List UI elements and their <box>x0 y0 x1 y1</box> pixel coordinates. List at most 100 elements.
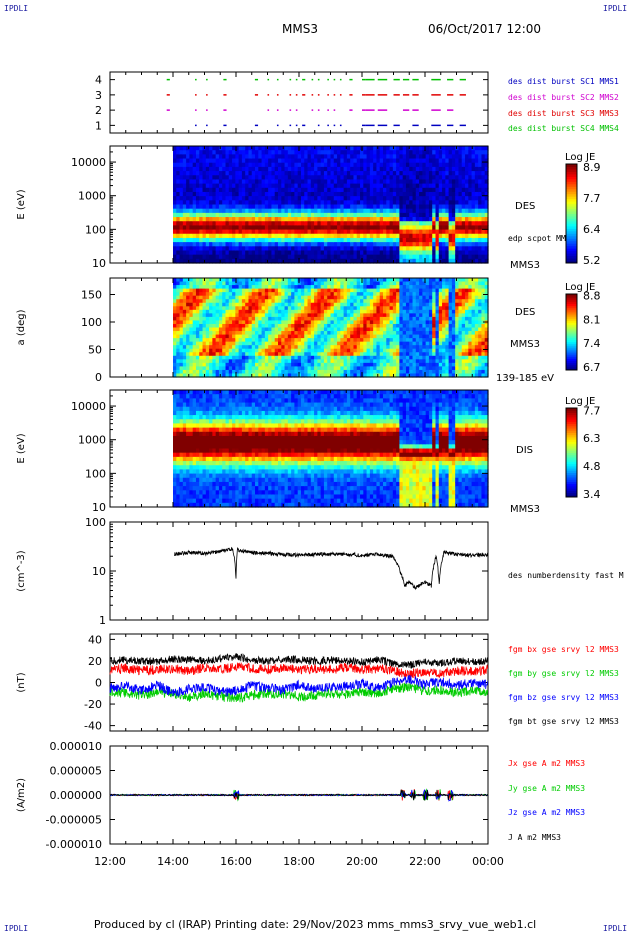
spectrogram-cell <box>294 183 299 189</box>
spectrogram-cell <box>346 221 351 226</box>
spectrogram-cell <box>186 369 191 375</box>
spectrogram-cell <box>248 166 253 172</box>
spectrogram-cell <box>264 196 269 201</box>
des-energy-tick-label: 10 <box>92 257 106 270</box>
spectrogram-cell <box>192 327 197 332</box>
spectrogram-cell <box>422 200 427 206</box>
spectrogram-cell <box>248 258 253 264</box>
spectrogram-cell <box>468 179 473 185</box>
spectrogram-cell <box>228 225 233 231</box>
spectrogram-cell <box>176 323 181 329</box>
spectrogram-cell <box>205 150 210 155</box>
spectrogram-cell <box>356 254 361 260</box>
spectrogram-cell <box>389 225 394 231</box>
spectrogram-cell <box>409 171 414 176</box>
spectrogram-cell <box>320 254 325 260</box>
des-energy-colorbar-tick-label: 5.2 <box>583 254 601 267</box>
spectrogram-cell <box>176 288 181 293</box>
spectrogram-cell <box>261 162 266 168</box>
spectrogram-cell <box>307 246 312 252</box>
spectrogram-cell <box>225 158 230 164</box>
spectrogram-cell <box>428 166 433 172</box>
spectrogram-cell <box>373 187 378 193</box>
spectrogram-cell <box>474 246 479 252</box>
spectrogram-cell <box>425 196 430 201</box>
spectrogram-cell <box>195 221 200 226</box>
spectrogram-cell <box>330 166 335 172</box>
spectrogram-cell <box>209 179 213 185</box>
spectrogram-cell <box>186 158 191 164</box>
spectrogram-cell <box>212 162 217 168</box>
spectrogram-cell <box>369 204 374 210</box>
spectrogram-cell <box>320 175 325 181</box>
spectrogram-cell <box>238 246 243 252</box>
spectrogram-cell <box>248 229 253 235</box>
spectrogram-cell <box>297 175 302 181</box>
spectrogram-cell <box>412 179 417 185</box>
spectrogram-cell <box>304 200 309 206</box>
spectrogram-cell <box>284 233 289 239</box>
spectrogram-cell <box>474 212 479 218</box>
spectrogram-cell <box>376 204 381 210</box>
spectrogram-cell <box>428 212 433 218</box>
spectrogram-cell <box>484 154 489 160</box>
spectrogram-cell <box>425 250 430 256</box>
spectrogram-cell <box>186 299 191 304</box>
spectrogram-cell <box>192 158 197 164</box>
spectrogram-cell <box>307 200 312 206</box>
spectrogram-cell <box>314 162 318 168</box>
spectrogram-cell <box>379 221 384 226</box>
spectrogram-cell <box>209 246 213 252</box>
des-energy-colorbar-segment <box>566 218 577 222</box>
spectrogram-cell <box>337 183 341 189</box>
spectrogram-cell <box>241 242 246 247</box>
spectrogram-cell <box>323 229 328 235</box>
spectrogram-cell <box>179 299 184 304</box>
spectrogram-cell <box>350 225 355 231</box>
spectrogram-cell <box>376 183 381 189</box>
spectrogram-cell <box>399 233 404 239</box>
des-energy-colorbar-segment <box>566 168 577 172</box>
spectrogram-cell <box>199 221 204 226</box>
spectrogram-cell <box>248 171 253 176</box>
spectrogram-cell <box>376 162 381 168</box>
spectrogram-cell <box>314 171 318 176</box>
spectrogram-cell <box>405 208 410 214</box>
spectrogram-cell <box>251 191 256 197</box>
spectrogram-cell <box>330 242 335 247</box>
spectrogram-cell <box>468 150 473 155</box>
spectrogram-cell <box>392 221 397 226</box>
spectrogram-cell <box>304 217 309 222</box>
spectrogram-cell <box>435 258 440 264</box>
spectrogram-cell <box>274 191 279 197</box>
spectrogram-cell <box>346 162 351 168</box>
spectrogram-cell <box>383 225 387 231</box>
spectrogram-cell <box>402 162 407 168</box>
spectrogram-cell <box>232 229 236 235</box>
spectrogram-cell <box>189 187 194 193</box>
spectrogram-cell <box>176 150 181 155</box>
spectrogram-cell <box>218 150 223 155</box>
spectrogram-cell <box>258 250 263 256</box>
spectrogram-cell <box>409 208 414 214</box>
spectrogram-cell <box>173 366 177 371</box>
spectrogram-cell <box>314 229 318 235</box>
spectrogram-cell <box>465 254 469 260</box>
spectrogram-cell <box>261 166 266 172</box>
spectrogram-cell <box>179 250 184 256</box>
spectrogram-cell <box>281 162 286 168</box>
spectrogram-cell <box>271 166 276 172</box>
spectrogram-cell <box>209 200 213 206</box>
spectrogram-cell <box>419 208 423 214</box>
spectrogram-cell <box>353 200 358 206</box>
spectrogram-cell <box>287 175 292 181</box>
spectrogram-cell <box>399 237 404 243</box>
spectrogram-cell <box>356 246 361 252</box>
spectrogram-cell <box>376 166 381 172</box>
spectrogram-cell <box>350 171 355 176</box>
spectrogram-cell <box>474 183 479 189</box>
spectrogram-cell <box>465 171 469 176</box>
spectrogram-cell <box>310 225 315 231</box>
spectrogram-cell <box>409 250 414 256</box>
spectrogram-cell <box>291 158 296 164</box>
